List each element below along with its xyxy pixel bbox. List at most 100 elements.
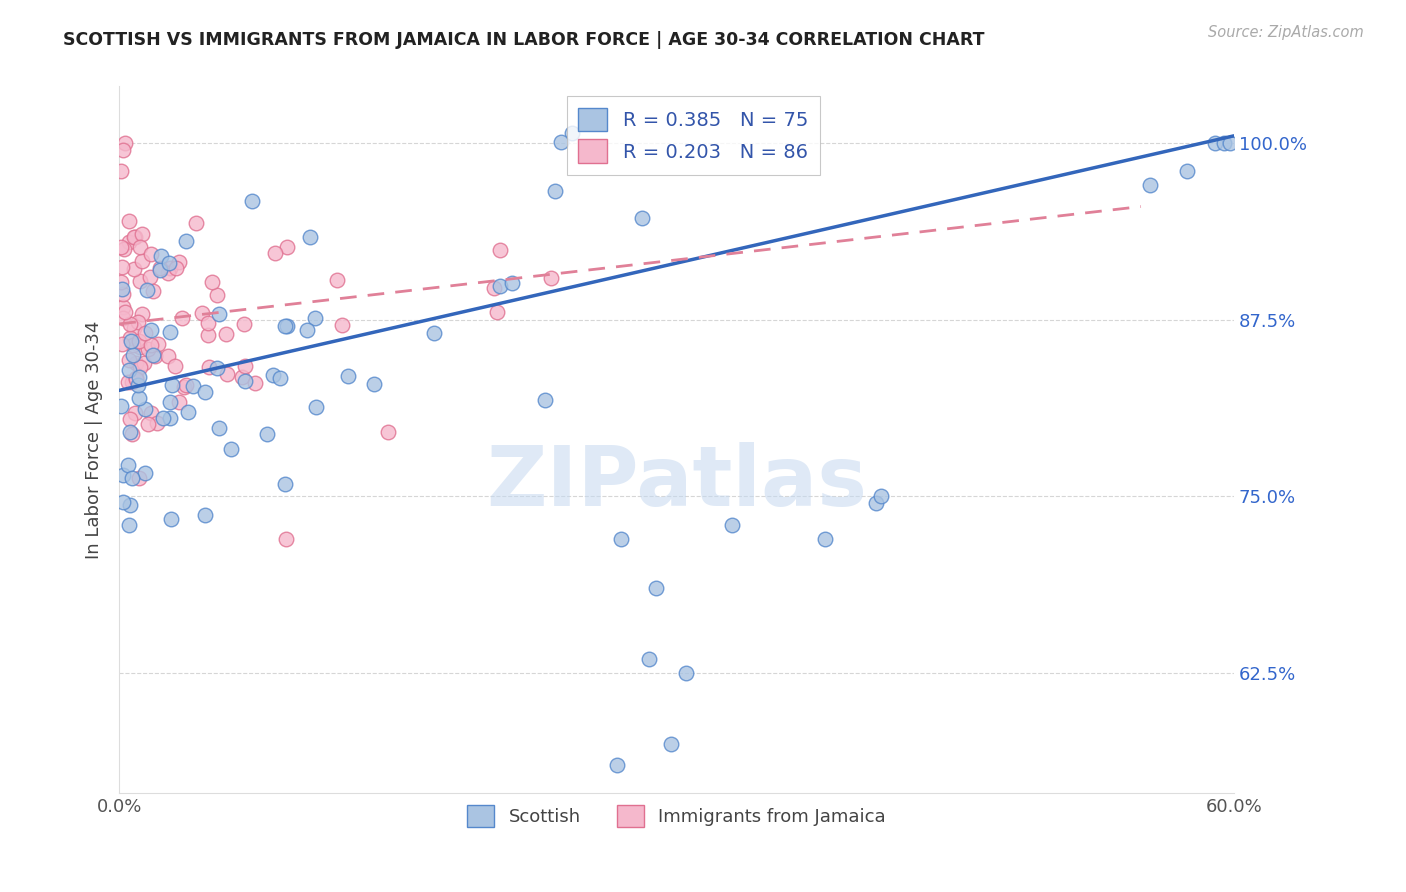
Point <box>127 315 149 329</box>
Point <box>146 416 169 430</box>
Point <box>139 323 162 337</box>
Point <box>124 230 146 244</box>
Point <box>1213 136 1236 150</box>
Point <box>110 275 132 289</box>
Point <box>177 404 200 418</box>
Point <box>120 334 142 348</box>
Point <box>110 164 132 178</box>
Point <box>149 250 172 264</box>
Point <box>295 323 318 337</box>
Point <box>543 184 565 198</box>
Point <box>489 279 512 293</box>
Point <box>173 380 195 394</box>
Point <box>118 318 141 332</box>
Point <box>675 666 697 681</box>
Point <box>190 306 212 320</box>
Point <box>110 399 132 413</box>
Point <box>533 392 555 407</box>
Point <box>111 337 134 351</box>
Point <box>197 316 219 330</box>
Point <box>174 234 197 248</box>
Point <box>136 343 159 357</box>
Point <box>1204 136 1226 150</box>
Point <box>121 471 143 485</box>
Point <box>121 375 143 389</box>
Point <box>112 286 135 301</box>
Point <box>128 470 150 484</box>
Point <box>1139 178 1161 193</box>
Point <box>194 384 217 399</box>
Point <box>262 368 284 382</box>
Text: Source: ZipAtlas.com: Source: ZipAtlas.com <box>1208 25 1364 40</box>
Point <box>118 363 141 377</box>
Point <box>1175 164 1198 178</box>
Point <box>127 377 149 392</box>
Point <box>637 652 659 666</box>
Point <box>274 477 297 491</box>
Point <box>337 369 360 384</box>
Point <box>181 378 204 392</box>
Point <box>201 276 224 290</box>
Point <box>160 512 183 526</box>
Point <box>121 338 143 352</box>
Point <box>141 338 163 352</box>
Point <box>165 261 187 276</box>
Point <box>121 348 143 362</box>
Point <box>550 135 572 149</box>
Point <box>377 425 399 440</box>
Point <box>299 229 322 244</box>
Point <box>156 266 179 280</box>
Point <box>276 532 298 546</box>
Point <box>111 467 134 482</box>
Point <box>146 336 169 351</box>
Point <box>120 425 142 439</box>
Point <box>721 517 744 532</box>
Point <box>120 331 142 345</box>
Point <box>167 255 190 269</box>
Point <box>540 271 562 285</box>
Point <box>111 282 134 296</box>
Point <box>114 136 136 150</box>
Point <box>110 240 132 254</box>
Point <box>561 126 583 140</box>
Point <box>111 143 134 157</box>
Point <box>135 283 157 297</box>
Point <box>134 326 156 340</box>
Point <box>152 411 174 425</box>
Point <box>111 310 134 325</box>
Point <box>501 277 523 291</box>
Point <box>170 310 193 325</box>
Point <box>233 374 256 388</box>
Point <box>274 318 297 333</box>
Point <box>482 281 505 295</box>
Point <box>149 260 172 275</box>
Point <box>865 496 887 510</box>
Point <box>157 349 180 363</box>
Point <box>231 369 253 384</box>
Point <box>118 498 141 512</box>
Point <box>124 372 146 386</box>
Point <box>134 466 156 480</box>
Point <box>142 349 165 363</box>
Point <box>645 582 668 596</box>
Point <box>159 395 181 409</box>
Point <box>122 320 145 334</box>
Point <box>1219 136 1241 150</box>
Point <box>325 273 347 287</box>
Point <box>131 254 153 268</box>
Point <box>233 317 256 331</box>
Point <box>128 274 150 288</box>
Point <box>659 737 682 751</box>
Point <box>276 240 298 254</box>
Point <box>159 325 181 339</box>
Point <box>131 227 153 242</box>
Point <box>160 378 183 392</box>
Legend: Scottish, Immigrants from Jamaica: Scottish, Immigrants from Jamaica <box>460 797 893 834</box>
Point <box>240 194 263 208</box>
Point <box>205 361 228 376</box>
Point <box>330 318 353 332</box>
Point <box>118 518 141 533</box>
Point <box>128 334 150 348</box>
Point <box>117 375 139 389</box>
Point <box>114 305 136 319</box>
